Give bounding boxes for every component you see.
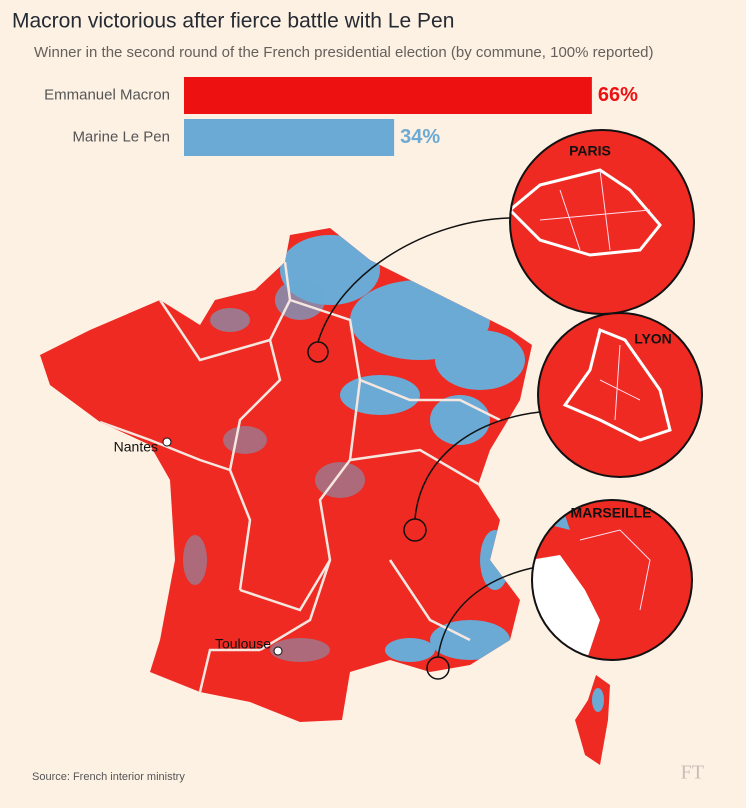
inset-label: MARSEILLE xyxy=(571,505,652,521)
source: Source: French interior ministry xyxy=(32,771,185,783)
value-label: 66% xyxy=(598,84,638,106)
insets xyxy=(509,129,703,661)
bar xyxy=(184,77,592,114)
city-dot xyxy=(273,646,283,656)
france-map xyxy=(40,228,610,765)
value-label: 34% xyxy=(400,126,440,148)
corsica xyxy=(575,675,610,765)
category-label: Marine Le Pen xyxy=(72,128,170,145)
logo: FT xyxy=(681,762,704,784)
subtitle: Winner in the second round of the French… xyxy=(34,44,654,61)
city-label: Toulouse xyxy=(215,636,271,652)
corsica-le-pen xyxy=(592,688,604,712)
region-borders xyxy=(99,261,501,693)
inset-label: PARIS xyxy=(569,143,611,159)
category-label: Emmanuel Macron xyxy=(44,86,170,103)
city-dot xyxy=(162,437,172,447)
title: Macron victorious after fierce battle wi… xyxy=(12,10,454,33)
bar-chart: Emmanuel Macron 66% Marine Le Pen 34% xyxy=(44,77,638,156)
mainland xyxy=(40,228,532,722)
city-label: Nantes xyxy=(114,439,158,455)
connectors xyxy=(307,217,541,680)
inset-label: LYON xyxy=(634,331,672,347)
bar xyxy=(184,119,395,156)
